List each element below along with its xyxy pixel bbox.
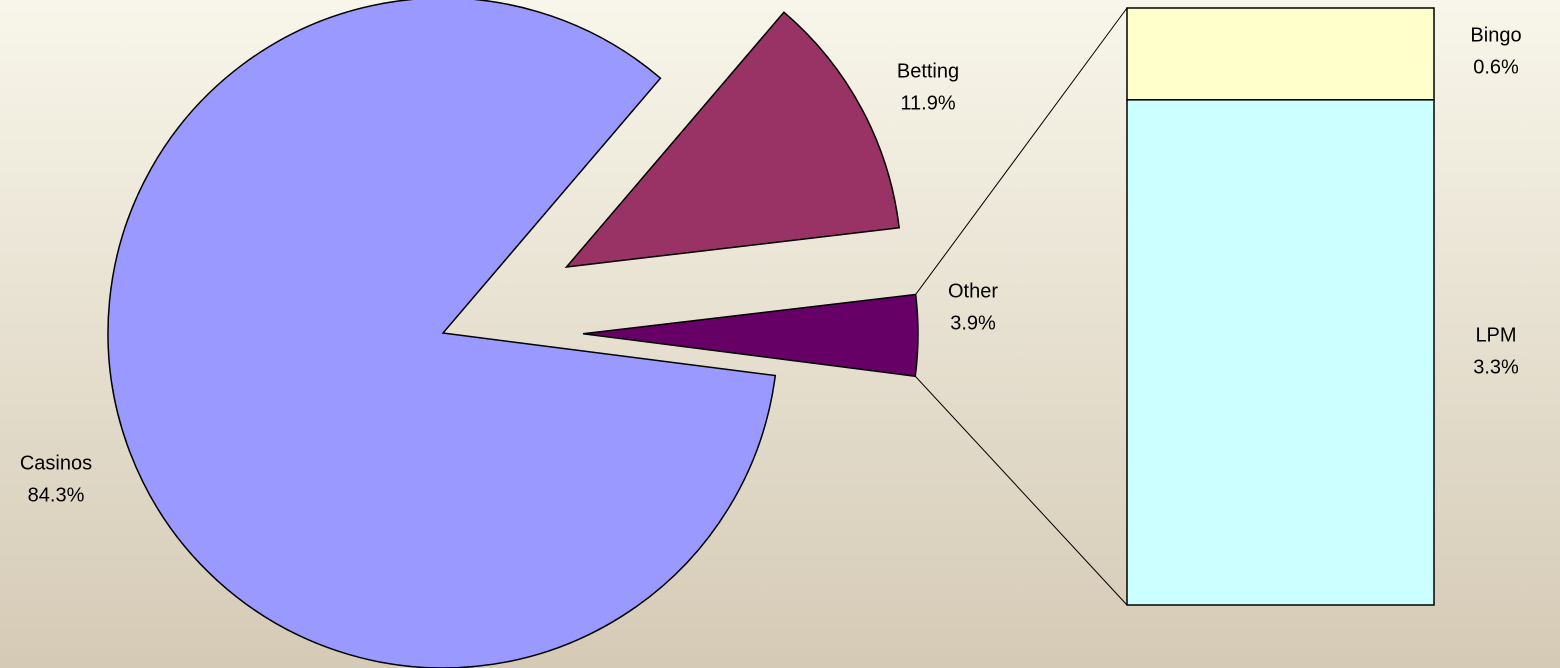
bar-label: Bingo	[1470, 24, 1521, 46]
bar-value: 0.6%	[1473, 56, 1519, 78]
bar-segment	[1126, 99, 1435, 606]
bar-label: LPM	[1475, 325, 1516, 347]
connector-line	[915, 7, 1128, 295]
slice-label: Other	[948, 280, 998, 302]
connector-line	[914, 375, 1128, 606]
pie-slice	[564, 11, 900, 268]
slice-label: Betting	[897, 60, 959, 82]
pie-slice	[107, 0, 777, 668]
slice-value: 11.9%	[900, 92, 955, 114]
slice-value: 3.9%	[950, 312, 996, 334]
bar-value: 3.3%	[1473, 357, 1519, 379]
slice-value: 84.3%	[28, 484, 85, 506]
bar-segment	[1126, 7, 1435, 101]
slice-label: Casinos	[20, 452, 92, 474]
pie-slice	[582, 293, 919, 378]
